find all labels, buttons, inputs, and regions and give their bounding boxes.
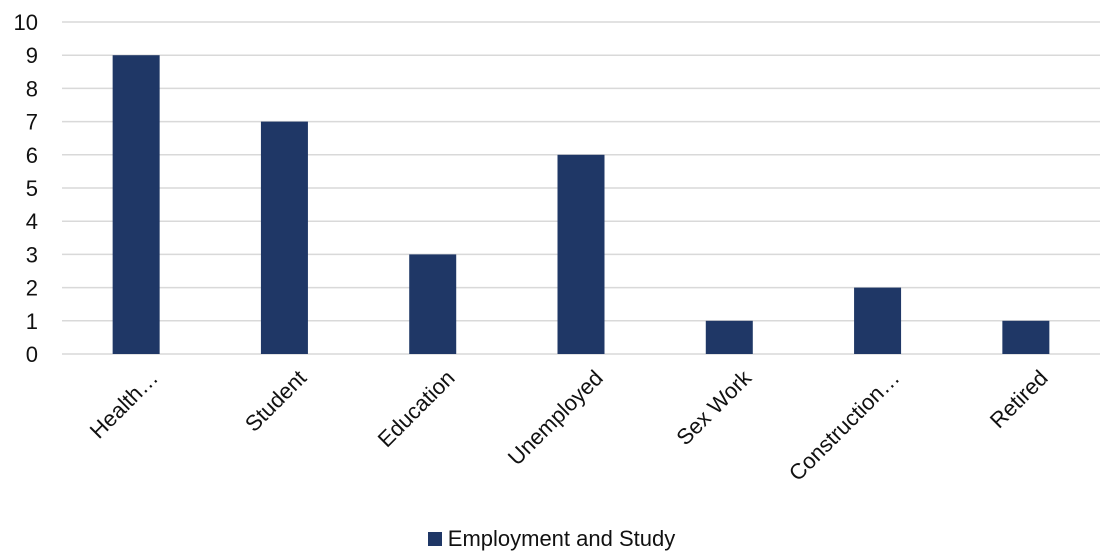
y-tick-label: 2 — [26, 276, 38, 301]
x-tick-label: Sex Work — [671, 364, 757, 450]
y-tick-label: 7 — [26, 110, 38, 135]
bar — [1002, 320, 1050, 354]
x-tick-label: Unemployed — [503, 365, 608, 470]
y-tick-label: 4 — [26, 209, 38, 234]
bar — [112, 55, 160, 354]
x-axis: Health… Student Education Unemployed Sex Wor… — [85, 364, 1053, 485]
bar — [705, 320, 753, 354]
legend-label: Employment and Study — [447, 526, 676, 551]
y-tick-label: 9 — [26, 43, 38, 68]
legend: Employment and Study — [0, 527, 1103, 551]
y-axis: 0 1 2 3 4 5 6 7 8 9 10 — [14, 10, 38, 367]
y-tick-label: 1 — [26, 309, 38, 334]
bar — [557, 154, 605, 354]
bars — [112, 55, 1050, 354]
y-tick-label: 10 — [14, 10, 38, 35]
y-tick-label: 5 — [26, 176, 38, 201]
y-tick-label: 0 — [26, 342, 38, 367]
x-tick-label: Education — [373, 365, 460, 452]
y-tick-label: 8 — [26, 76, 38, 101]
x-tick-label: Health… — [85, 365, 163, 443]
legend-swatch — [427, 532, 442, 546]
bar — [260, 121, 308, 354]
y-tick-label: 6 — [26, 143, 38, 168]
y-tick-label: 3 — [26, 242, 38, 267]
bar — [854, 287, 902, 354]
x-tick-label: Construction… — [784, 365, 905, 486]
bar — [409, 254, 457, 354]
bar-chart: 0 1 2 3 4 5 6 7 8 9 10 Health… Student Education Unem… — [14, 10, 1100, 486]
x-tick-label: Student — [240, 365, 311, 436]
x-tick-label: Retired — [985, 365, 1053, 433]
